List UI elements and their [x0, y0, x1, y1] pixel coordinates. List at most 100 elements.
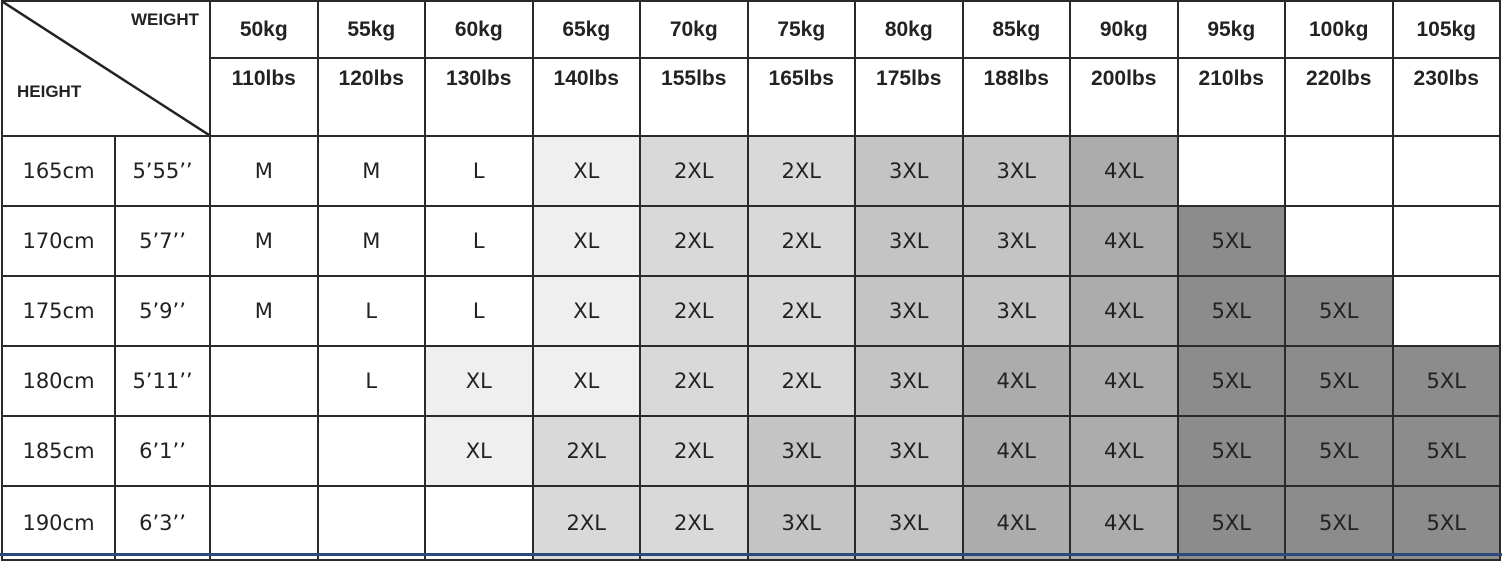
- weight-kg-header: 85kg: [961, 0, 1071, 59]
- size-cell: 3XL: [961, 205, 1071, 277]
- table-row: 170cm 5’7’’ M M L XL 2XL 2XL 3XL 3XL 4XL 5XL: [1, 205, 1501, 277]
- weight-lbs-header: 230lbs: [1391, 57, 1501, 137]
- size-cell: 5XL: [1284, 345, 1394, 417]
- weight-lbs-header: 120lbs: [316, 57, 426, 137]
- weight-lbs-header: 155lbs: [639, 57, 749, 137]
- size-cell: 2XL: [639, 205, 749, 277]
- size-cell: L: [316, 275, 426, 347]
- size-cell: 4XL: [961, 415, 1071, 487]
- size-cell: 2XL: [531, 415, 641, 487]
- size-cell: L: [424, 275, 534, 347]
- weight-kg-header: 55kg: [316, 0, 426, 59]
- height-cm-cell: 175cm: [1, 275, 116, 347]
- size-cell: 5XL: [1284, 275, 1394, 347]
- size-cell: XL: [531, 135, 641, 207]
- bottom-border: [0, 553, 1502, 556]
- size-cell: 4XL: [1069, 345, 1179, 417]
- weight-kg-header: 105kg: [1391, 0, 1501, 59]
- weight-lbs-header: 188lbs: [961, 57, 1071, 137]
- size-cell: XL: [424, 415, 534, 487]
- table-row: 185cm 6’1’’ XL 2XL 2XL 3XL 3XL 4XL 4XL 5XL 5XL 5XL: [1, 415, 1501, 487]
- weight-lbs-header: 175lbs: [854, 57, 964, 137]
- size-cell: 2XL: [746, 205, 856, 277]
- size-cell: XL: [531, 205, 641, 277]
- size-cell: 4XL: [1069, 275, 1179, 347]
- height-cm-cell: 185cm: [1, 415, 116, 487]
- size-cell: [424, 485, 534, 561]
- size-cell: XL: [531, 275, 641, 347]
- height-ft-cell: 5’7’’: [114, 205, 211, 277]
- size-cell: M: [316, 135, 426, 207]
- size-cell: 3XL: [854, 205, 964, 277]
- size-cell: 5XL: [1284, 485, 1394, 561]
- size-cell: 3XL: [854, 275, 964, 347]
- size-cell: 3XL: [854, 345, 964, 417]
- size-cell: [1391, 275, 1501, 347]
- size-cell: 5XL: [1176, 485, 1286, 561]
- weight-lbs-header: 220lbs: [1284, 57, 1394, 137]
- size-cell: 4XL: [961, 345, 1071, 417]
- height-cm-cell: 165cm: [1, 135, 116, 207]
- weight-lbs-header: 210lbs: [1176, 57, 1286, 137]
- weight-lbs-header: 165lbs: [746, 57, 856, 137]
- size-cell: M: [209, 275, 319, 347]
- size-cell: 4XL: [1069, 485, 1179, 561]
- size-cell: M: [209, 135, 319, 207]
- size-cell: 2XL: [531, 485, 641, 561]
- size-cell: 2XL: [639, 485, 749, 561]
- height-ft-cell: 5’9’’: [114, 275, 211, 347]
- size-cell: [209, 485, 319, 561]
- size-cell: XL: [424, 345, 534, 417]
- weight-lbs-header: 110lbs: [209, 57, 319, 137]
- size-cell: [1391, 205, 1501, 277]
- height-ft-cell: 6’3’’: [114, 485, 211, 561]
- size-cell: [209, 415, 319, 487]
- size-cell: [316, 415, 426, 487]
- size-cell: 5XL: [1391, 485, 1501, 561]
- size-cell: 5XL: [1176, 205, 1286, 277]
- table-row: 175cm 5’9’’ M L L XL 2XL 2XL 3XL 3XL 4XL 5XL 5XL: [1, 275, 1501, 347]
- size-cell: [209, 345, 319, 417]
- size-cell: 3XL: [854, 135, 964, 207]
- table-row: 180cm 5’11’’ L XL XL 2XL 2XL 3XL 4XL 4XL 5XL 5XL 5XL: [1, 345, 1501, 417]
- size-cell: 2XL: [639, 135, 749, 207]
- weight-kg-header: 95kg: [1176, 0, 1286, 59]
- size-cell: [316, 485, 426, 561]
- table-row: 190cm 6’3’’ 2XL 2XL 3XL 3XL 4XL 4XL 5XL 5XL 5XL: [1, 485, 1501, 561]
- weight-kg-header: 65kg: [531, 0, 641, 59]
- weight-lbs-header: 130lbs: [424, 57, 534, 137]
- size-cell: 2XL: [639, 275, 749, 347]
- size-cell: [1391, 135, 1501, 207]
- height-ft-cell: 5’55’’: [114, 135, 211, 207]
- size-cell: 3XL: [746, 485, 856, 561]
- weight-kg-header: 70kg: [639, 0, 749, 59]
- size-cell: XL: [531, 345, 641, 417]
- weight-kg-header: 80kg: [854, 0, 964, 59]
- size-cell: 5XL: [1176, 415, 1286, 487]
- weight-kg-header: 90kg: [1069, 0, 1179, 59]
- height-label: HEIGHT: [17, 82, 82, 101]
- height-cm-cell: 170cm: [1, 205, 116, 277]
- size-cell: 5XL: [1391, 415, 1501, 487]
- size-cell: M: [209, 205, 319, 277]
- diagonal-divider: [3, 2, 209, 135]
- size-cell: 2XL: [639, 415, 749, 487]
- size-cell: L: [316, 345, 426, 417]
- size-cell: [1284, 205, 1394, 277]
- corner-header: WEIGHT HEIGHT: [1, 0, 211, 137]
- size-cell: 4XL: [1069, 205, 1179, 277]
- size-cell: 3XL: [854, 485, 964, 561]
- size-cell: [1176, 135, 1286, 207]
- size-cell: 2XL: [746, 345, 856, 417]
- weight-kg-header: 50kg: [209, 0, 319, 59]
- weight-lbs-header: 200lbs: [1069, 57, 1179, 137]
- size-cell: 2XL: [746, 135, 856, 207]
- size-cell: 4XL: [961, 485, 1071, 561]
- height-cm-cell: 190cm: [1, 485, 116, 561]
- height-ft-cell: 5’11’’: [114, 345, 211, 417]
- size-cell: 5XL: [1284, 415, 1394, 487]
- size-cell: 2XL: [746, 275, 856, 347]
- weight-kg-header: 60kg: [424, 0, 534, 59]
- size-cell: [1284, 135, 1394, 207]
